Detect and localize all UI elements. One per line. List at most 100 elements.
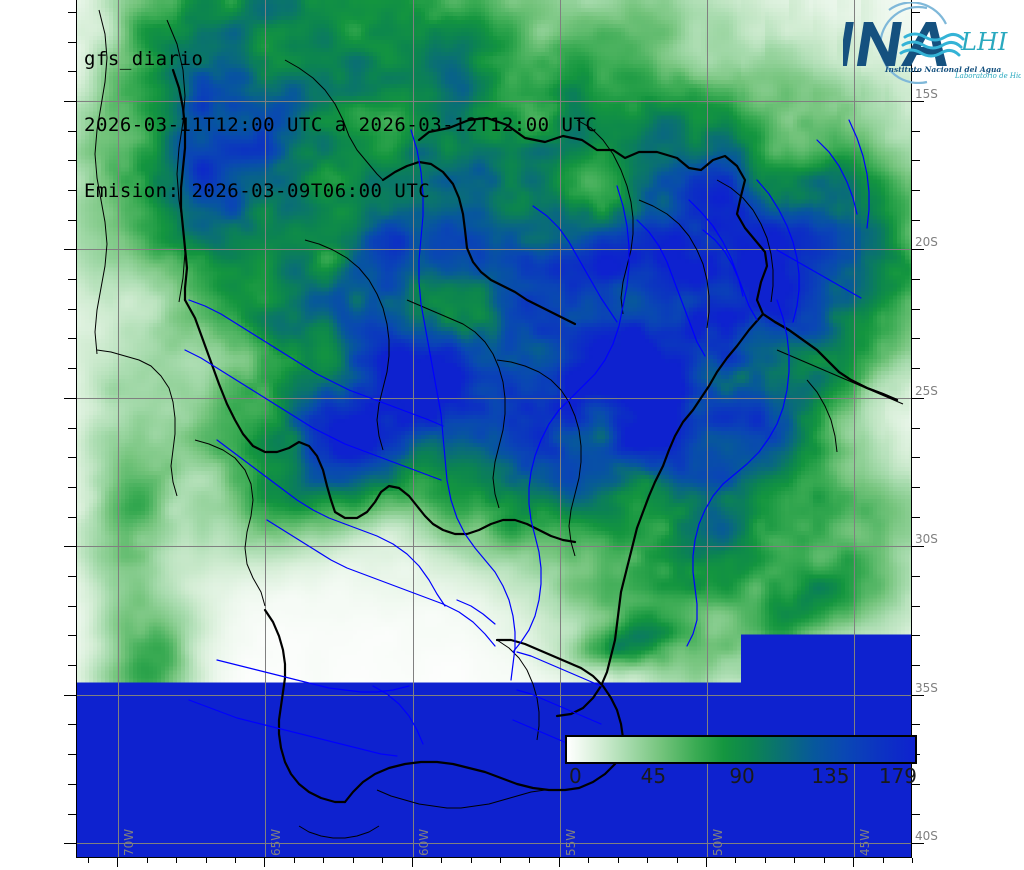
gridline-horizontal <box>77 100 911 102</box>
plot-left-border <box>76 0 77 858</box>
x-axis-label: 70W <box>122 828 137 856</box>
x-axis-label: 45W <box>858 828 873 856</box>
y-tick-left <box>68 665 76 666</box>
y-tick-right <box>912 635 920 637</box>
y-tick-right <box>912 368 920 370</box>
y-tick-left <box>64 249 76 251</box>
gridline-vertical <box>706 0 708 857</box>
y-tick-left <box>64 694 76 696</box>
gridline-vertical <box>854 0 856 857</box>
y-tick-right <box>912 160 920 162</box>
colorbar-label-90: 90 <box>729 764 755 788</box>
y-tick-right <box>912 11 920 13</box>
y-tick-left <box>68 308 76 310</box>
precipitation-raster <box>77 0 911 857</box>
x-tick <box>235 858 236 863</box>
x-tick <box>176 858 178 863</box>
y-tick-right <box>912 219 920 221</box>
y-tick-left <box>68 71 76 73</box>
x-tick <box>588 858 590 863</box>
y-tick-left <box>64 546 76 548</box>
x-tick <box>617 858 619 863</box>
x-tick <box>352 858 354 863</box>
y-tick-left <box>68 219 76 221</box>
y-tick-right <box>912 338 920 340</box>
y-tick-right <box>912 427 920 429</box>
y-axis-label: 15S <box>915 86 938 101</box>
y-tick-left <box>68 41 76 43</box>
x-tick <box>853 858 855 867</box>
y-tick-right <box>912 279 920 281</box>
y-tick-right <box>912 130 920 132</box>
y-tick-right <box>912 665 920 666</box>
title-emission: Emision: 2026-03-09T06:00 UTC <box>84 180 431 202</box>
x-tick <box>529 858 531 863</box>
y-axis-label: 20S <box>915 235 938 250</box>
x-tick <box>647 858 649 863</box>
gridline-horizontal <box>77 546 911 548</box>
x-tick <box>735 858 737 863</box>
y-tick-right <box>912 694 924 696</box>
x-axis-label: 50W <box>710 828 725 856</box>
y-tick-right <box>912 308 920 310</box>
x-axis-label: 65W <box>269 828 284 856</box>
y-tick-right <box>912 71 920 73</box>
x-tick <box>912 858 913 863</box>
gridline-horizontal <box>77 249 911 251</box>
x-tick <box>146 858 148 863</box>
y-axis-label: 40S <box>915 829 938 844</box>
y-tick-left <box>64 843 76 845</box>
gridline-vertical <box>118 0 120 857</box>
x-tick <box>293 858 295 863</box>
gridline-horizontal <box>77 397 911 399</box>
y-axis-label: 25S <box>915 383 938 398</box>
gridline-vertical <box>265 0 267 857</box>
ina-lhi-logo: Instituto Nacional del Agua LHI Laborato… <box>838 1 1024 85</box>
y-tick-left <box>68 635 76 637</box>
y-tick-left <box>68 130 76 132</box>
gridline-vertical <box>412 0 414 857</box>
logo-letters <box>838 22 947 66</box>
y-tick-left <box>68 516 76 518</box>
x-axis-label: 55W <box>563 828 578 856</box>
x-tick <box>87 858 89 863</box>
y-tick-left <box>68 190 76 191</box>
y-tick-right <box>912 724 920 726</box>
y-tick-left <box>68 754 76 756</box>
title-model: gfs_diario <box>84 48 204 70</box>
y-tick-left <box>68 486 76 488</box>
y-tick-right <box>912 783 920 785</box>
y-tick-right <box>912 843 924 845</box>
x-tick <box>676 858 678 863</box>
x-tick <box>117 858 119 867</box>
map-plot-area <box>76 0 912 858</box>
x-axis-label: 60W <box>416 828 431 856</box>
y-tick-left <box>68 813 76 815</box>
y-tick-right <box>912 605 920 607</box>
x-tick <box>264 858 266 867</box>
y-axis-label: 30S <box>915 532 938 547</box>
y-tick-right <box>912 249 924 251</box>
y-tick-right <box>912 546 924 548</box>
colorbar-tick-labels: 0 45 90 135 179 <box>565 764 917 788</box>
y-tick-left <box>68 457 76 459</box>
map-vector-overlay <box>94 9 904 839</box>
logo-lhi: LHI <box>960 28 1008 56</box>
y-tick-left <box>68 576 76 577</box>
y-tick-left <box>64 397 76 399</box>
x-tick <box>441 858 442 863</box>
x-tick <box>323 858 325 863</box>
x-tick <box>882 858 884 863</box>
gridline-horizontal <box>77 694 911 696</box>
y-tick-right <box>912 457 920 459</box>
x-tick <box>705 858 707 867</box>
x-tick <box>470 858 472 863</box>
colorbar-label-0: 0 <box>569 764 582 788</box>
colorbar-label-135: 135 <box>811 764 850 788</box>
x-tick <box>558 858 560 867</box>
y-tick-left <box>64 100 76 102</box>
x-tick <box>411 858 413 867</box>
colorbar: 0 45 90 135 179 <box>565 735 917 788</box>
colorbar-gradient <box>565 735 917 764</box>
